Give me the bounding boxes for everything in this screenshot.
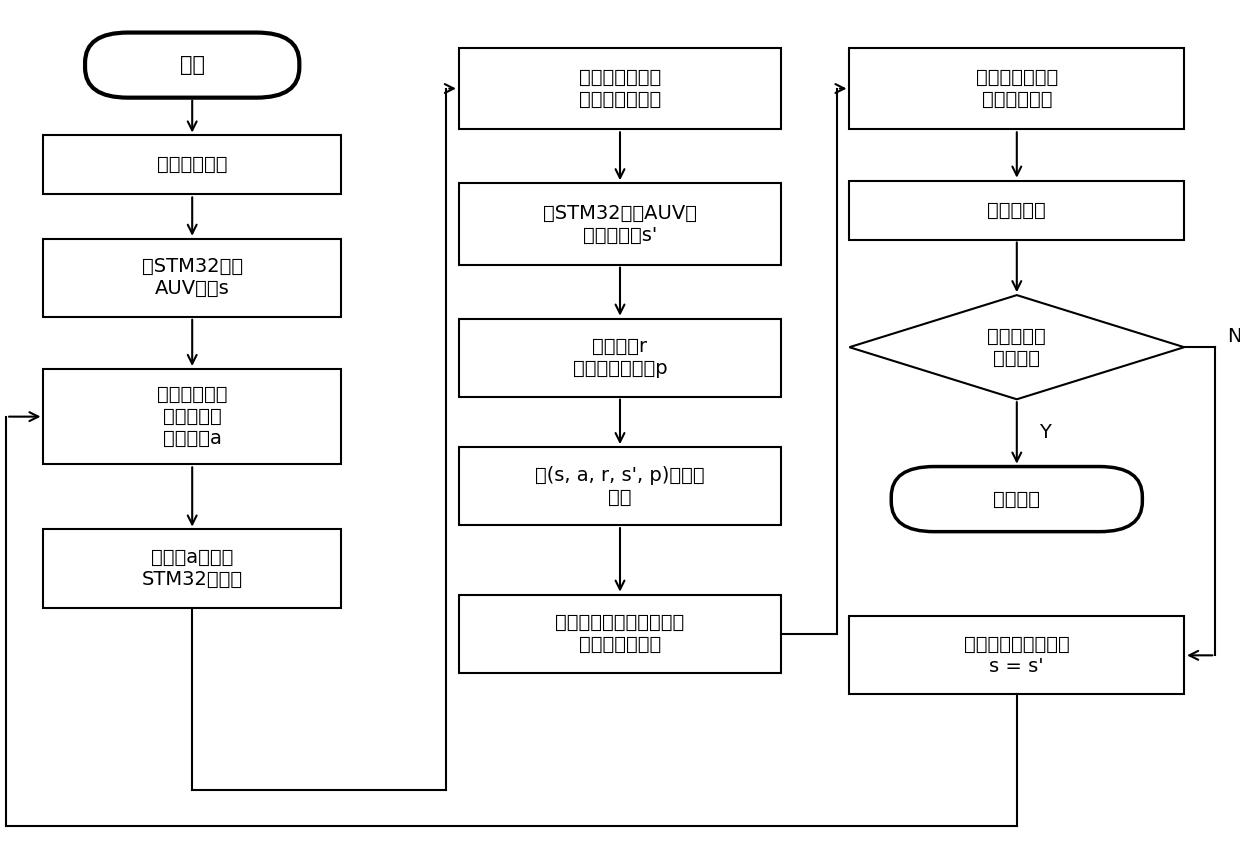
FancyBboxPatch shape [459, 447, 781, 525]
FancyBboxPatch shape [43, 135, 341, 194]
FancyBboxPatch shape [459, 48, 781, 129]
Text: 判断是否到
达目标点: 判断是否到 达目标点 [987, 326, 1047, 368]
Text: 更新经验池: 更新经验池 [987, 201, 1047, 220]
Text: 将(s, a, r, s', p)存入经
验池: 将(s, a, r, s', p)存入经 验池 [536, 465, 704, 507]
FancyBboxPatch shape [86, 32, 299, 97]
FancyBboxPatch shape [459, 319, 781, 397]
Text: 从经验池中按照样本优先
度提取一批样本: 从经验池中按照样本优先 度提取一批样本 [556, 613, 684, 654]
FancyBboxPatch shape [459, 595, 781, 673]
FancyBboxPatch shape [43, 369, 341, 464]
FancyBboxPatch shape [849, 181, 1184, 240]
FancyBboxPatch shape [43, 529, 341, 608]
Text: 计算回报r
计算样本优先度p: 计算回报r 计算样本优先度p [573, 337, 667, 378]
Text: 初始化经验池: 初始化经验池 [157, 155, 227, 174]
Text: N: N [1228, 327, 1240, 346]
Text: 完成任务: 完成任务 [993, 490, 1040, 509]
FancyBboxPatch shape [43, 239, 341, 317]
FancyBboxPatch shape [459, 183, 781, 265]
FancyBboxPatch shape [892, 466, 1142, 531]
Text: 系统转移到下一时刻
s = s': 系统转移到下一时刻 s = s' [963, 635, 1070, 676]
FancyBboxPatch shape [849, 616, 1184, 694]
Polygon shape [849, 295, 1184, 399]
Text: 控制器根据动作
调节推进器推力: 控制器根据动作 调节推进器推力 [579, 68, 661, 109]
Text: 开始: 开始 [180, 55, 205, 76]
Text: 对样本进行训练
更新网络模型: 对样本进行训练 更新网络模型 [976, 68, 1058, 109]
Text: 从STM32获取AUV转
移后的状态s': 从STM32获取AUV转 移后的状态s' [543, 203, 697, 245]
Text: Y: Y [1039, 424, 1052, 443]
Text: 将状态输入到
策略网络中
输出动作a: 将状态输入到 策略网络中 输出动作a [157, 385, 227, 448]
Text: 将动作a发送给
STM32单片机: 将动作a发送给 STM32单片机 [141, 548, 243, 589]
Text: 从STM32获取
AUV状态s: 从STM32获取 AUV状态s [141, 257, 243, 299]
FancyBboxPatch shape [849, 48, 1184, 129]
